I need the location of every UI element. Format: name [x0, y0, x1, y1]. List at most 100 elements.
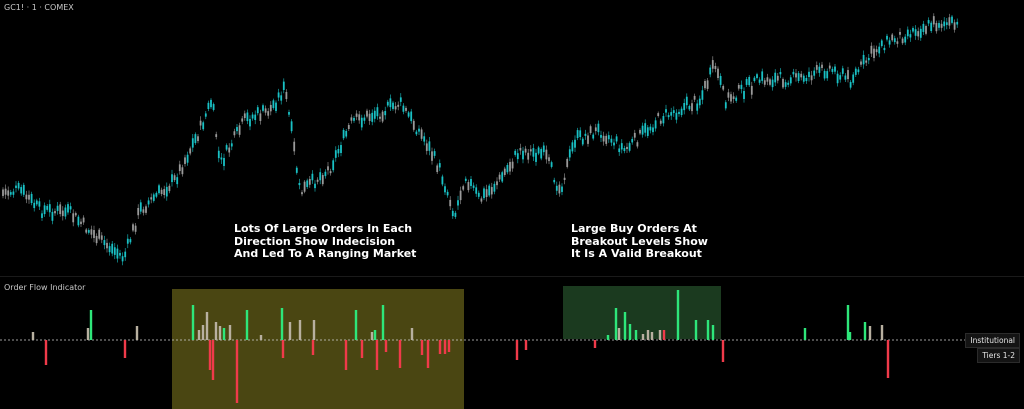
- candle: [199, 120, 202, 126]
- candle: [64, 207, 67, 217]
- candle: [420, 129, 423, 139]
- candle: [579, 130, 582, 138]
- candle: [693, 95, 696, 100]
- candle: [701, 90, 704, 100]
- order-flow-bar: [354, 310, 358, 340]
- candle: [347, 125, 350, 130]
- candle: [137, 207, 140, 216]
- candle: [480, 198, 483, 202]
- candle: [535, 152, 537, 162]
- candle: [155, 192, 158, 197]
- candle: [251, 114, 254, 119]
- order-flow-bar: [694, 320, 698, 340]
- candle: [815, 65, 818, 70]
- order-flow-bar: [123, 340, 127, 358]
- candle: [649, 126, 652, 131]
- candle: [35, 200, 38, 205]
- institutional-tag[interactable]: Institutional: [965, 333, 1020, 348]
- order-flow-bar: [658, 330, 662, 340]
- order-flow-bar: [214, 322, 218, 340]
- candle: [355, 113, 358, 117]
- candle: [662, 116, 665, 124]
- candle: [597, 123, 600, 133]
- candle: [124, 251, 127, 258]
- order-flow-bar: [197, 330, 201, 340]
- candle: [116, 248, 119, 259]
- order-flow-bar: [375, 340, 379, 370]
- order-flow-bar: [443, 340, 447, 354]
- candle: [384, 110, 387, 116]
- candle: [282, 81, 285, 90]
- candle: [823, 70, 826, 79]
- candle: [719, 75, 722, 85]
- candle: [922, 23, 925, 32]
- order-flow-bar: [86, 328, 90, 340]
- candle: [100, 235, 103, 240]
- candle: [178, 164, 181, 172]
- candle: [743, 91, 745, 99]
- candle: [459, 190, 462, 201]
- candle: [431, 151, 433, 161]
- tiers-tag[interactable]: Tiers 1-2: [977, 348, 1020, 363]
- candle: [22, 184, 25, 195]
- candle: [28, 194, 30, 200]
- candle: [368, 113, 371, 121]
- candle: [654, 120, 657, 129]
- candle: [867, 57, 870, 61]
- order-flow-bar: [218, 326, 222, 340]
- candle: [797, 73, 800, 81]
- candle: [80, 221, 82, 225]
- candle: [771, 79, 774, 88]
- candle: [774, 72, 777, 83]
- candle: [311, 173, 314, 181]
- candle: [631, 138, 634, 143]
- candle: [909, 34, 912, 38]
- candle: [914, 29, 917, 36]
- candle: [472, 185, 475, 188]
- candle: [113, 247, 116, 255]
- order-flow-bar: [524, 340, 528, 350]
- order-flow-bar: [410, 328, 414, 340]
- order-flow-bar: [228, 325, 232, 340]
- candle: [732, 96, 735, 100]
- candle: [626, 146, 628, 149]
- candle: [852, 74, 855, 83]
- order-flow-bar: [31, 332, 35, 340]
- candle: [4, 188, 7, 195]
- candle: [285, 91, 288, 100]
- candle: [610, 138, 613, 143]
- candle: [423, 136, 426, 142]
- candle: [548, 157, 550, 162]
- order-flow-bar: [259, 335, 263, 340]
- candle: [438, 163, 441, 168]
- candle: [46, 205, 49, 210]
- candle: [943, 21, 946, 27]
- candle: [12, 191, 15, 195]
- candle: [301, 192, 303, 195]
- candle: [808, 71, 810, 77]
- candle: [818, 66, 821, 73]
- order-flow-bar: [634, 330, 638, 340]
- candle: [553, 179, 556, 183]
- pane-divider[interactable]: [0, 276, 1024, 277]
- candle: [891, 34, 894, 41]
- candle: [576, 130, 579, 139]
- candle: [90, 229, 93, 235]
- candle: [574, 139, 576, 148]
- candle: [376, 107, 379, 117]
- candle: [810, 75, 813, 81]
- candle: [706, 80, 709, 89]
- candle: [20, 187, 23, 194]
- candle: [665, 109, 667, 113]
- candle: [899, 31, 901, 35]
- candle: [550, 162, 553, 167]
- candle: [327, 166, 329, 171]
- candle: [106, 242, 108, 249]
- candle: [750, 85, 753, 95]
- candle: [462, 186, 465, 190]
- candle: [475, 187, 478, 194]
- candle: [594, 127, 597, 132]
- candle: [511, 161, 514, 169]
